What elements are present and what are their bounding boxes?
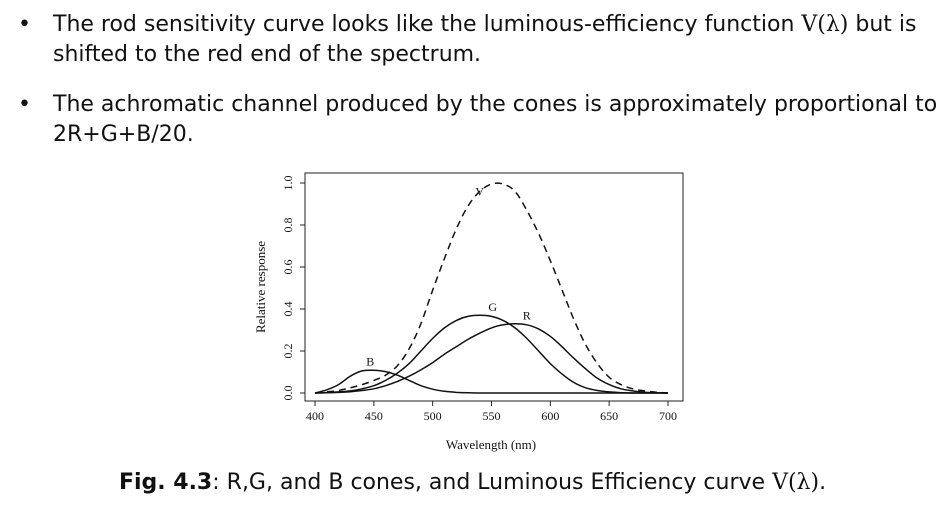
- caption-function-v-lambda: V(λ): [772, 470, 820, 495]
- caption-end: .: [819, 470, 827, 495]
- y-tick-label: 0.6: [281, 260, 295, 275]
- chart-svg: 400 450 500 550 600 650 700 0.0 0.2 0.4 0.6 0.8 1.0…: [253, 172, 684, 452]
- figure-caption: Fig. 4.3: R,G, and B cones, and Luminous…: [0, 468, 945, 498]
- y-tick-label: 0.8: [281, 218, 295, 233]
- bullet-symbol: •: [18, 92, 31, 117]
- bullet-line: The achromatic channel produced by the c…: [53, 92, 938, 117]
- x-tick-label: 500: [424, 409, 442, 423]
- curve-label-v: V: [475, 185, 484, 199]
- bullet-line: The rod sensitivity curve looks like the…: [53, 10, 938, 40]
- x-tick-label: 600: [541, 409, 559, 423]
- curve-labels: B G R V: [366, 185, 531, 369]
- bullet-text-part: The rod sensitivity curve looks like the…: [53, 12, 802, 37]
- caption-label: Fig. 4.3: [118, 470, 213, 495]
- function-v-lambda: V(λ): [801, 12, 849, 37]
- series-line-v: [314, 182, 669, 394]
- y-tick-label: 0.4: [281, 302, 295, 317]
- y-tick-label: 0.2: [281, 344, 295, 359]
- bullet-line: shifted to the red end of the spectrum.: [53, 42, 482, 67]
- figure-cone-response-chart: 400 450 500 550 600 650 700 0.0 0.2 0.4 0.6 0.8 1.0…: [245, 165, 705, 460]
- x-axis-label: Wavelength (nm): [446, 437, 536, 452]
- y-axis-label: Relative response: [253, 241, 268, 333]
- y-tick-label: 0.0: [281, 386, 295, 401]
- bullet-text: The achromatic channel produced by the c…: [53, 90, 938, 150]
- series-line-b: [314, 369, 668, 394]
- bullet-text-part: but is: [848, 12, 917, 37]
- x-tick-label: 450: [365, 409, 383, 423]
- bullet-line: 2R+G+B/20.: [53, 122, 194, 147]
- caption-text: : R,G, and B cones, and Luminous Efficie…: [212, 470, 773, 495]
- plot-frame: [304, 172, 684, 402]
- x-tick-label: 400: [306, 409, 324, 423]
- bullet-symbol: •: [18, 12, 31, 37]
- x-axis: 400 450 500 550 600 650 700: [306, 401, 677, 423]
- y-tick-label: 1.0: [281, 176, 295, 191]
- y-axis: 0.0 0.2 0.4 0.6 0.8 1.0: [281, 176, 305, 401]
- x-tick-label: 700: [659, 409, 677, 423]
- series-lines: [314, 182, 669, 394]
- curve-label-b: B: [366, 355, 374, 369]
- curve-label-r: R: [523, 309, 531, 323]
- series-line-g: [314, 314, 668, 394]
- x-tick-label: 650: [600, 409, 618, 423]
- series-line-r: [314, 322, 669, 394]
- x-tick-label: 550: [483, 409, 501, 423]
- curve-label-g: G: [488, 300, 497, 314]
- bullet-text: The rod sensitivity curve looks like the…: [53, 10, 938, 70]
